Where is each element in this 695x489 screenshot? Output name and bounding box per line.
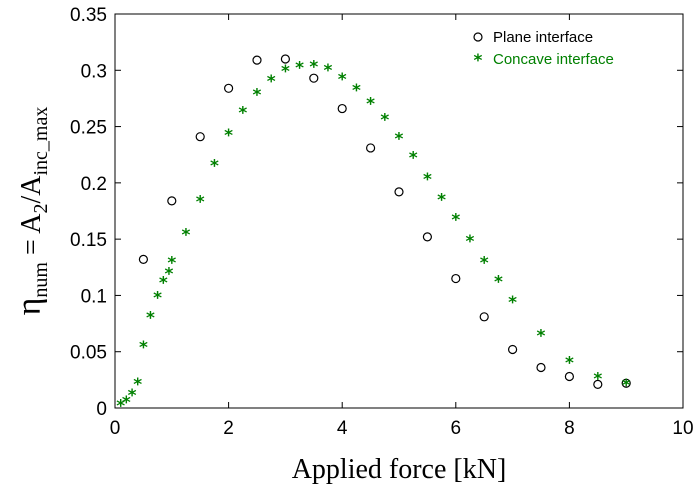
y-tick-label: 0.2 <box>81 174 107 195</box>
y-tick-label: 0 <box>96 399 107 420</box>
y-title-eta: η <box>11 298 48 316</box>
y-tick-label: 0.25 <box>70 118 107 139</box>
y-tick-label: 0.05 <box>70 343 107 364</box>
data-point-concave: * <box>480 253 489 273</box>
data-point-concave: * <box>210 157 219 177</box>
data-point-concave: * <box>324 61 333 81</box>
x-tick-label: 2 <box>223 418 234 439</box>
data-point-concave: * <box>165 265 174 285</box>
data-point-concave: * <box>182 225 191 245</box>
plot-frame <box>114 13 684 409</box>
data-point-plane <box>394 187 404 197</box>
data-point-concave: * <box>253 86 262 106</box>
data-point-concave: * <box>116 396 125 416</box>
data-point-plane <box>309 73 319 83</box>
data-point-plane <box>593 379 603 389</box>
y-title-slash: /A <box>16 175 47 204</box>
data-point-plane <box>422 232 432 242</box>
data-point-plane <box>366 143 376 153</box>
data-point-plane <box>536 362 546 373</box>
data-point-concave: * <box>423 170 432 190</box>
data-point-concave: * <box>565 354 574 374</box>
y-title-a-sub: 2 <box>30 204 52 214</box>
x-tick-label: 10 <box>672 418 693 439</box>
data-point-concave: * <box>352 81 361 101</box>
data-point-plane <box>224 83 234 93</box>
data-point-concave: * <box>593 369 602 389</box>
data-point-concave: * <box>238 104 247 124</box>
data-point-concave: * <box>622 376 631 396</box>
x-tick-label: 4 <box>337 418 348 439</box>
legend-marker-concave: * <box>474 51 483 71</box>
y-title-eta-sub: num <box>30 262 52 298</box>
data-point-concave: * <box>159 274 168 294</box>
legend-label-plane: Plane interface <box>493 29 593 46</box>
y-title-eq: = A <box>16 213 47 262</box>
series-plane-interface <box>138 54 631 389</box>
legend-label-concave: Concave interface <box>493 51 614 68</box>
x-tick-label: 6 <box>451 418 462 439</box>
data-point-plane <box>564 371 575 382</box>
x-tick-label: 8 <box>564 418 575 439</box>
y-tick-label: 0.1 <box>81 286 107 307</box>
data-point-concave: * <box>224 126 233 146</box>
data-point-concave: * <box>167 253 176 273</box>
data-point-concave: * <box>122 393 131 413</box>
y-axis-title: ηnum = A2/Ainc_max <box>11 107 52 316</box>
y-tick-label: 0.15 <box>70 230 107 251</box>
y-title-inc-sub: inc_max <box>30 107 52 176</box>
data-point-plane <box>479 312 489 322</box>
data-point-plane <box>621 378 631 388</box>
data-point-concave: * <box>139 338 148 358</box>
data-point-concave: * <box>466 232 475 252</box>
data-point-concave: * <box>409 149 418 169</box>
data-point-concave: * <box>267 72 276 92</box>
data-point-concave: * <box>537 327 546 347</box>
data-point-concave: * <box>338 70 347 90</box>
data-point-plane <box>280 54 290 64</box>
data-point-concave: * <box>309 58 318 78</box>
data-point-plane <box>252 55 262 65</box>
data-point-plane <box>507 344 518 355</box>
data-point-concave: * <box>146 309 155 329</box>
data-point-plane <box>167 196 177 206</box>
data-point-concave: * <box>508 293 517 313</box>
data-point-concave: * <box>395 130 404 150</box>
data-point-concave: * <box>133 375 142 395</box>
data-point-plane <box>195 132 205 142</box>
data-point-concave: * <box>494 273 503 293</box>
y-tick-label: 0.35 <box>70 5 107 26</box>
data-point-concave: * <box>451 211 460 231</box>
data-point-concave: * <box>380 110 389 130</box>
series-concave-interface: ****************** * * * **************** * <box>116 58 631 417</box>
tick-labels: 0 2 4 6 8 10 0 0.05 0.1 0.15 0.2 0.25 0.3 0.35 <box>70 5 694 439</box>
legend: Plane interface * Concave interface <box>473 29 614 71</box>
x-tick-label: 0 <box>110 418 121 439</box>
legend-marker-plane <box>473 32 483 42</box>
data-point-concave: * <box>295 59 304 79</box>
data-point-plane <box>337 103 347 114</box>
data-point-concave: * <box>153 288 162 308</box>
data-point-concave: * <box>281 62 290 82</box>
data-point-concave: * <box>437 190 446 210</box>
data-point-plane <box>138 254 148 265</box>
data-point-concave: * <box>128 386 137 406</box>
x-axis-title: Applied force [kN] <box>292 454 507 485</box>
data-point-concave: * <box>366 95 375 115</box>
y-tick-label: 0.3 <box>81 61 107 82</box>
data-point-concave: * <box>196 193 205 213</box>
data-point-plane <box>451 273 461 284</box>
